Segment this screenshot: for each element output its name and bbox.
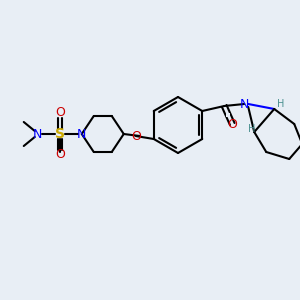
Text: O: O	[55, 106, 65, 119]
Text: O: O	[131, 130, 141, 142]
Text: O: O	[55, 148, 65, 161]
FancyBboxPatch shape	[226, 113, 230, 117]
Text: N: N	[240, 98, 249, 110]
Text: H: H	[248, 124, 255, 134]
Text: H: H	[277, 99, 284, 109]
Text: O: O	[227, 118, 237, 130]
Text: N: N	[33, 128, 42, 140]
Text: N: N	[77, 128, 86, 140]
Text: S: S	[55, 127, 65, 141]
